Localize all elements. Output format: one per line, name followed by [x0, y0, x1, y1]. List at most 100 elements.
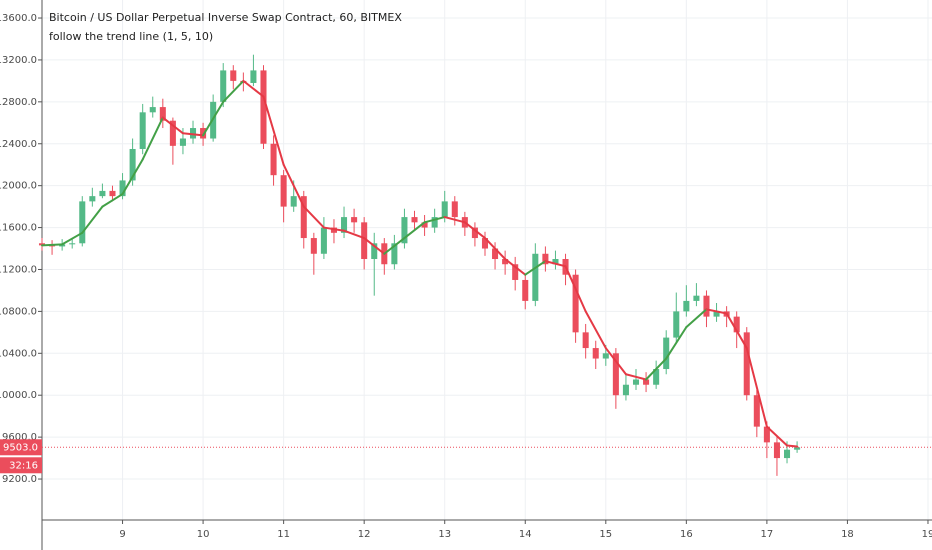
trend-line-segment — [262, 95, 285, 166]
candle-body — [794, 447, 801, 450]
candle-body — [542, 253, 549, 265]
y-tick-label: 12400.0 — [0, 139, 37, 150]
trend-line-segment — [745, 347, 768, 428]
trend-line-segment — [524, 260, 547, 276]
candle-body — [492, 248, 499, 260]
y-tick-label: 11200.0 — [0, 264, 37, 275]
candle-body — [622, 384, 629, 396]
trend-line-segment — [423, 216, 446, 224]
trend-line-segment — [624, 373, 648, 381]
y-tick-label: 12000.0 — [0, 181, 37, 192]
candle-body — [320, 227, 327, 254]
candle-body — [371, 243, 378, 260]
trend-line-segment — [403, 221, 426, 240]
candle-body — [351, 217, 358, 223]
trend-line-segment — [604, 347, 627, 376]
candle-body — [673, 311, 680, 338]
x-tick-label: 10 — [197, 529, 210, 540]
trend-line-segment — [282, 163, 305, 208]
candle-body — [38, 243, 46, 246]
candle-body — [89, 196, 96, 202]
candle-body — [532, 253, 539, 301]
candle-body — [69, 243, 76, 245]
x-tick-label: 19 — [922, 529, 932, 540]
x-tick-label: 13 — [438, 529, 451, 540]
trend-line-segment — [544, 260, 567, 268]
candle-body — [784, 449, 791, 459]
x-tick-label: 15 — [599, 529, 612, 540]
candle-body — [200, 128, 207, 139]
candle-body — [290, 196, 297, 207]
countdown-tag — [0, 457, 42, 474]
last-price-label: 9503.0 — [3, 442, 38, 453]
trend-line-segment — [645, 357, 668, 381]
countdown-label: 32:16 — [9, 460, 38, 471]
trend-line-segment — [61, 231, 84, 246]
candle-body — [189, 128, 197, 139]
candle-body — [250, 70, 257, 83]
trend-line-segment — [141, 116, 164, 161]
trend-line-segment — [443, 216, 466, 224]
candle-body — [139, 112, 146, 149]
x-tick-label: 17 — [761, 529, 774, 540]
candle-body — [280, 175, 287, 207]
candle-body — [683, 300, 690, 312]
candle-body — [703, 295, 710, 317]
candle-body — [330, 227, 337, 233]
trend-line-segment — [705, 308, 728, 315]
trend-line-segment — [483, 237, 507, 261]
x-tick-label: 12 — [358, 529, 371, 540]
trend-line-segment — [725, 312, 748, 350]
candle-body — [159, 107, 166, 121]
candle-body — [119, 180, 126, 197]
candle-body — [220, 70, 227, 102]
trend-line-segment — [181, 132, 205, 137]
candle-body — [391, 243, 398, 265]
trend-line-segment — [363, 237, 386, 255]
x-tick-label: 11 — [277, 529, 290, 540]
x-tick-label: 16 — [680, 529, 693, 540]
y-tick-label: 9600.0 — [2, 432, 37, 443]
y-tick-label: 13600.0 — [0, 13, 37, 24]
trend-line-segment — [222, 79, 245, 103]
candle-body — [300, 196, 307, 239]
candle-body — [743, 332, 750, 396]
y-tick-label: 10000.0 — [0, 390, 37, 401]
candle-body — [763, 426, 770, 443]
candle-body — [341, 217, 348, 233]
trend-line-segment — [41, 243, 64, 247]
trend-line-segment — [81, 205, 104, 234]
y-tick-label: 11600.0 — [0, 223, 37, 234]
candle-body — [149, 107, 156, 113]
candle-body — [441, 201, 448, 218]
trend-line-segment — [786, 444, 799, 448]
candle-body — [411, 217, 418, 223]
candle-body — [773, 442, 780, 459]
trend-line-segment — [584, 310, 607, 350]
trend-line-segment — [665, 326, 688, 360]
candle-body — [602, 353, 609, 359]
candle-body — [663, 337, 670, 370]
candle-body — [502, 259, 509, 265]
y-tick-label: 13200.0 — [0, 55, 37, 66]
candle-body — [592, 348, 599, 359]
candle-body — [260, 70, 267, 144]
trend-line-segment — [322, 226, 346, 232]
trend-line-segment — [161, 116, 184, 135]
candle-body — [99, 190, 106, 197]
candle-body — [179, 138, 186, 146]
trend-line-segment — [343, 229, 366, 240]
candle-body — [481, 238, 489, 249]
x-tick-label: 9 — [119, 529, 125, 540]
candle-body — [230, 70, 237, 81]
candle-body — [713, 311, 720, 317]
candle-body — [59, 244, 66, 247]
trend-line-segment — [685, 308, 708, 329]
y-tick-label: 12800.0 — [0, 97, 37, 108]
candle-body — [552, 259, 559, 265]
candle-body — [79, 201, 86, 244]
trend-line-segment — [302, 205, 325, 229]
trend-line-segment — [463, 221, 486, 240]
